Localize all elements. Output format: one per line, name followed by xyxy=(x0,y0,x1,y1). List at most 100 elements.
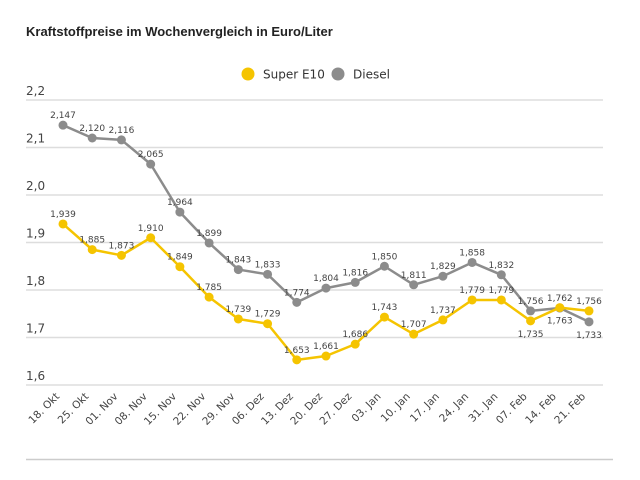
data-point xyxy=(321,351,331,361)
data-label: 1,785 xyxy=(196,283,222,293)
data-label: 1,653 xyxy=(284,346,310,356)
data-point xyxy=(58,219,68,229)
data-label: 1,849 xyxy=(167,253,193,263)
x-tick-label: 21. Feb xyxy=(552,390,588,426)
data-point xyxy=(350,339,360,349)
x-tick-label: 07. Feb xyxy=(494,390,530,426)
data-point xyxy=(58,120,68,130)
data-point xyxy=(146,159,156,169)
y-tick-label: 2,1 xyxy=(26,132,45,146)
data-label: 1,804 xyxy=(313,274,339,284)
data-label: 1,885 xyxy=(79,236,105,246)
data-point xyxy=(467,257,477,267)
data-point xyxy=(116,250,126,260)
x-tick-label: 03. Jan xyxy=(349,391,383,425)
data-point xyxy=(116,135,126,145)
data-label: 1,816 xyxy=(342,268,368,278)
legend-label: Super E10 xyxy=(263,68,325,82)
legend-label: Diesel xyxy=(353,68,390,82)
data-label: 1,779 xyxy=(459,286,485,296)
data-point xyxy=(555,303,565,313)
data-point xyxy=(584,317,594,327)
data-point xyxy=(409,280,419,290)
data-point xyxy=(263,319,273,329)
data-label: 2,147 xyxy=(50,111,76,121)
data-label: 1,774 xyxy=(284,288,310,298)
grid: 2,2 2,1 2,0 1,9 1,8 1,7 1,6 xyxy=(26,84,603,386)
data-label: 1,939 xyxy=(50,210,76,220)
data-label: 1,729 xyxy=(255,310,281,320)
data-point xyxy=(496,270,506,280)
data-point xyxy=(438,315,448,325)
y-tick-label: 1,8 xyxy=(26,274,45,288)
data-point xyxy=(204,292,214,302)
data-label: 1,899 xyxy=(196,229,222,239)
x-tick-label: 24. Jan xyxy=(437,391,471,425)
data-point xyxy=(175,262,185,272)
legend-marker-0 xyxy=(241,67,255,81)
data-label: 1,735 xyxy=(518,330,544,340)
data-label: 1,829 xyxy=(430,262,456,272)
data-point xyxy=(87,133,97,143)
x-tick-label: 17. Jan xyxy=(408,391,442,425)
data-point xyxy=(526,316,536,326)
data-point xyxy=(233,314,243,324)
x-tick-label: 14. Feb xyxy=(523,390,559,426)
data-label: 1,733 xyxy=(576,331,602,341)
data-label: 1,964 xyxy=(167,198,193,208)
y-tick-label: 2,2 xyxy=(26,84,45,98)
data-point xyxy=(409,329,419,339)
data-point xyxy=(379,261,389,271)
data-label: 1,739 xyxy=(225,305,251,315)
data-label: 1,843 xyxy=(225,256,251,266)
data-point xyxy=(292,297,302,307)
y-tick-label: 1,9 xyxy=(26,227,45,241)
data-point xyxy=(496,295,506,305)
data-label: 1,762 xyxy=(547,294,573,304)
x-tick-label: 27. Dez xyxy=(318,390,355,427)
data-point xyxy=(526,306,536,316)
x-tick-label: 18. Okt xyxy=(26,391,62,427)
legend: Super E10 Diesel xyxy=(241,67,390,82)
data-label: 1,833 xyxy=(255,260,281,270)
data-point xyxy=(438,271,448,281)
data-label: 2,120 xyxy=(79,124,105,134)
y-tick-label: 1,6 xyxy=(26,369,45,383)
data-label: 1,661 xyxy=(313,342,339,352)
data-point xyxy=(584,306,594,316)
data-label: 1,811 xyxy=(401,271,427,281)
data-point xyxy=(263,269,273,279)
data-label: 1,858 xyxy=(459,248,485,258)
data-point xyxy=(146,233,156,243)
data-label: 1,707 xyxy=(401,320,427,330)
data-label: 1,832 xyxy=(488,261,514,271)
data-label: 1,850 xyxy=(372,252,398,262)
data-point xyxy=(175,207,185,217)
data-point xyxy=(87,245,97,255)
data-label: 1,737 xyxy=(430,306,456,316)
data-label: 1,743 xyxy=(372,303,398,313)
chart-title: Kraftstoffpreise im Wochenvergleich in E… xyxy=(26,24,333,39)
data-label: 2,065 xyxy=(138,150,164,160)
data-label: 1,779 xyxy=(488,286,514,296)
legend-marker-1 xyxy=(331,67,345,81)
data-point xyxy=(321,283,331,293)
data-label: 1,756 xyxy=(518,297,544,307)
data-point xyxy=(292,355,302,365)
data-point xyxy=(379,312,389,322)
data-label: 1,873 xyxy=(109,241,135,251)
data-point xyxy=(350,277,360,287)
data-point xyxy=(233,265,243,275)
data-label: 1,910 xyxy=(138,224,164,234)
x-tick-label: 10. Jan xyxy=(379,391,413,425)
y-tick-label: 2,0 xyxy=(26,179,45,193)
data-point xyxy=(204,238,214,248)
data-label: 2,116 xyxy=(109,126,135,136)
data-label: 1,686 xyxy=(342,330,368,340)
data-label: 1,763 xyxy=(547,317,573,327)
y-tick-label: 1,7 xyxy=(26,322,45,336)
